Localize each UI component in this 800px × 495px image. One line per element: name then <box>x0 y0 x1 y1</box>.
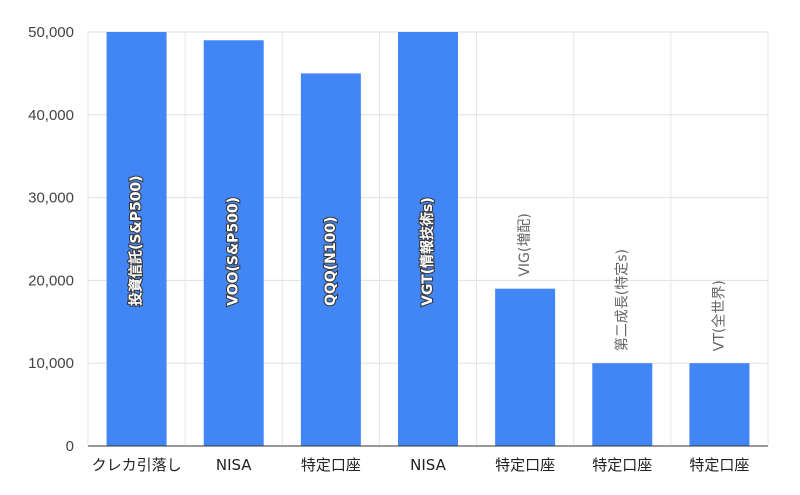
x-category-label: 特定口座 <box>592 456 652 474</box>
data-label: VGT(情報技術s) <box>419 197 436 306</box>
y-tick-label: 0 <box>66 438 74 455</box>
bar <box>495 288 556 446</box>
x-category-label: NISA <box>216 456 252 474</box>
bar <box>106 32 167 446</box>
bar <box>203 40 264 446</box>
y-tick-label: 20,000 <box>28 272 74 289</box>
x-category-label: 特定口座 <box>495 456 555 474</box>
y-tick-label: 30,000 <box>28 190 74 207</box>
y-tick-label: 40,000 <box>28 107 74 124</box>
y-tick-label: 10,000 <box>28 355 74 372</box>
bar <box>689 363 750 446</box>
x-category-label: NISA <box>410 456 446 474</box>
x-category-label: 特定口座 <box>301 456 361 474</box>
data-labels: 投資信託(S&P500) VOO(S&P500) QQQ(N100) VGT(情報技術… <box>126 174 727 351</box>
data-label: QQQ(N100) <box>323 217 339 306</box>
x-axis-category-labels: クレカ引落し NISA 特定口座 NISA 特定口座 特定口座 特定口座 <box>92 456 750 474</box>
data-label: VOO(S&P500) <box>226 197 242 306</box>
data-label: 第二成長(特定s) <box>613 249 630 351</box>
bar <box>398 32 458 446</box>
data-label: VIG(増配) <box>517 213 533 276</box>
bar <box>592 363 653 446</box>
x-category-label: クレカ引落し <box>92 456 182 474</box>
y-tick-label: 50,000 <box>28 24 74 41</box>
bars <box>106 32 750 447</box>
data-label: 投資信託(S&P500) <box>128 175 145 306</box>
data-label: VT(全世界) <box>710 280 727 351</box>
y-axis-tick-labels: 0 10,000 20,000 30,000 40,000 50,000 <box>28 24 74 455</box>
bar <box>300 73 361 447</box>
x-category-label: 特定口座 <box>689 456 749 474</box>
